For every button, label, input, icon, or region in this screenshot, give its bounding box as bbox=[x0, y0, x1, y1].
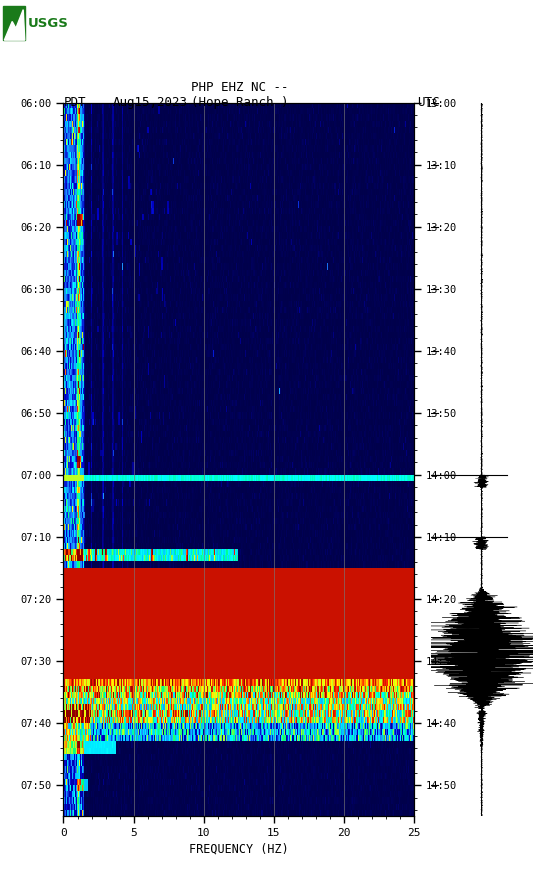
Text: Aug15,2023: Aug15,2023 bbox=[113, 95, 188, 109]
Polygon shape bbox=[4, 10, 25, 40]
Text: PDT: PDT bbox=[63, 95, 86, 109]
Text: (Hope Ranch ): (Hope Ranch ) bbox=[192, 95, 289, 109]
X-axis label: FREQUENCY (HZ): FREQUENCY (HZ) bbox=[189, 842, 289, 855]
Text: USGS: USGS bbox=[28, 17, 69, 29]
Text: PHP EHZ NC --: PHP EHZ NC -- bbox=[192, 80, 289, 94]
Text: UTC: UTC bbox=[417, 95, 439, 109]
